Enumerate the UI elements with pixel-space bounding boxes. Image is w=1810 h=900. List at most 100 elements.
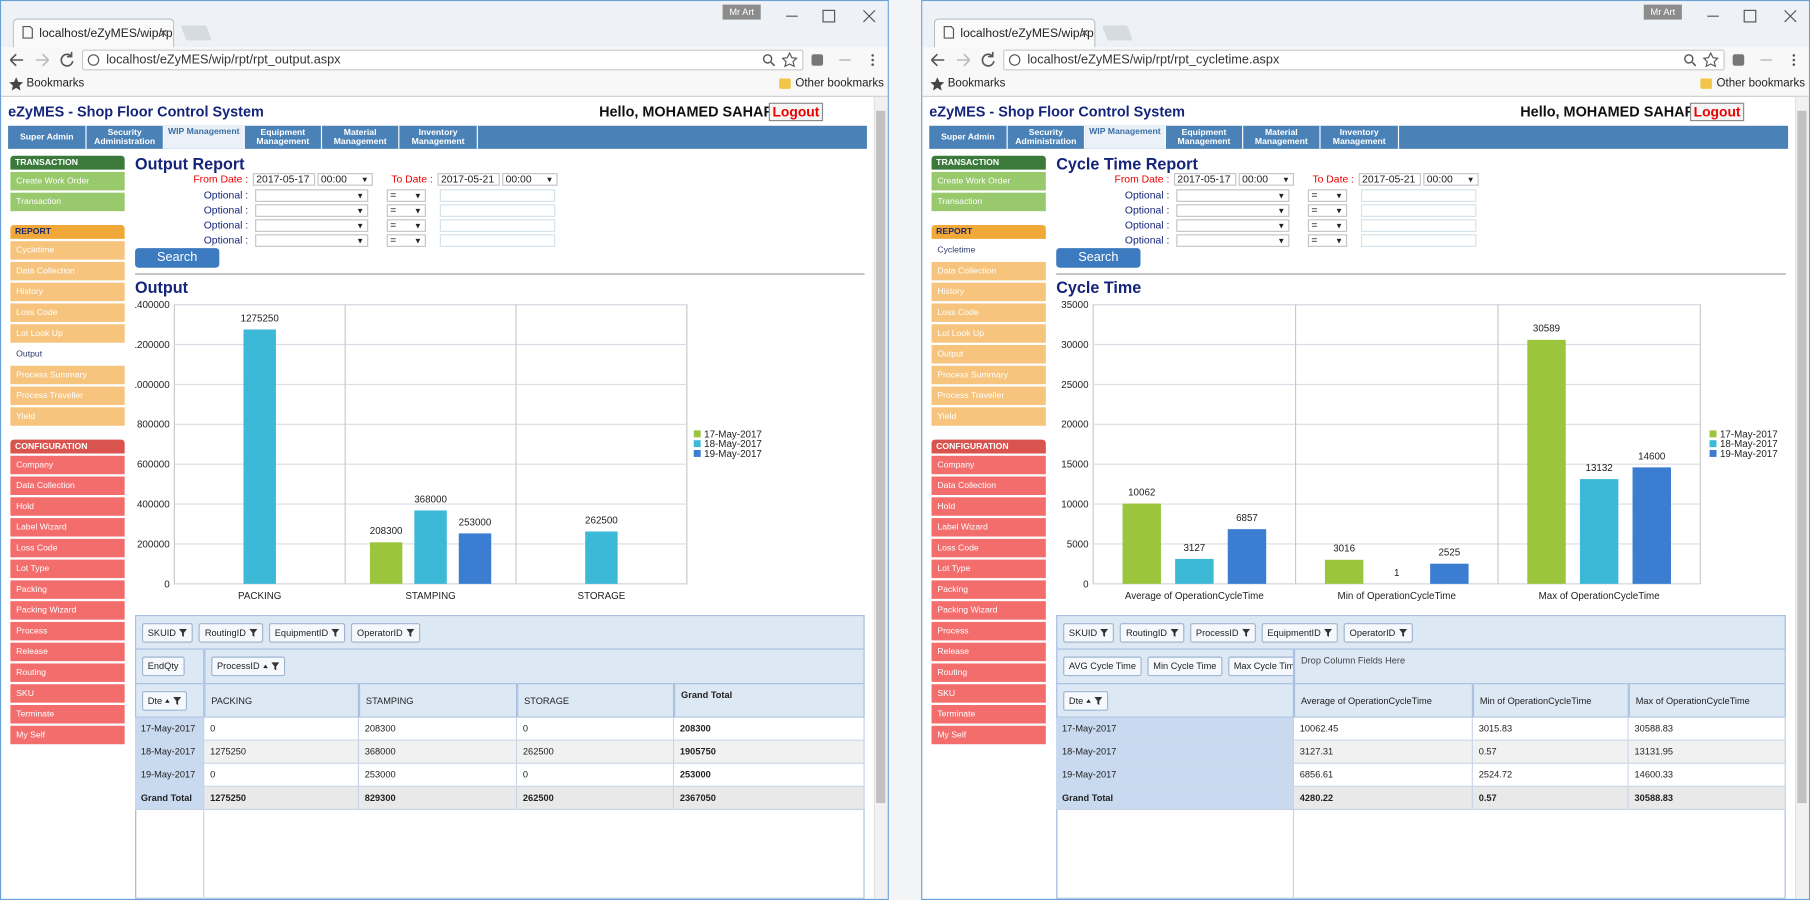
sidebar-item[interactable]: Hold: [10, 497, 125, 516]
nav-tab[interactable]: WIP Management: [163, 125, 245, 149]
sidebar-item[interactable]: Loss Code: [10, 303, 125, 322]
address-bar[interactable]: localhost/eZyMES/wip/rpt/rpt_cycletime.a…: [1003, 49, 1725, 71]
sidebar-item[interactable]: Process Summary: [931, 365, 1046, 385]
pivot-field-button[interactable]: RoutingID: [1120, 622, 1185, 643]
operator-select[interactable]: =: [1307, 189, 1348, 202]
sidebar-item[interactable]: Cycletime: [931, 241, 1046, 260]
pivot-field-button[interactable]: SKUID: [141, 622, 194, 643]
pivot-field-button[interactable]: Dte: [141, 690, 188, 711]
optional-value[interactable]: [439, 219, 556, 232]
nav-tab[interactable]: Inventory Management: [399, 125, 478, 149]
sidebar-item[interactable]: Packing: [10, 580, 125, 599]
sidebar-item[interactable]: Process: [10, 621, 125, 641]
nav-tab[interactable]: WIP Management: [1085, 125, 1166, 149]
sidebar-item[interactable]: Routing: [10, 663, 125, 682]
new-tab[interactable]: [1101, 25, 1133, 41]
sidebar-item[interactable]: Data Collection: [10, 261, 125, 281]
pivot-field-button[interactable]: ProcessID: [1190, 622, 1256, 643]
from-date[interactable]: 2017-05-17: [1173, 173, 1237, 186]
sidebar-item[interactable]: History: [10, 282, 125, 302]
pivot-field-button[interactable]: OperatorID: [1343, 622, 1413, 643]
other-bookmarks[interactable]: Other bookmarks: [795, 77, 884, 91]
sidebar-item[interactable]: Packing Wizard: [931, 601, 1046, 620]
operator-select[interactable]: =: [386, 219, 426, 232]
sidebar-item[interactable]: Company: [931, 455, 1046, 475]
sidebar-item[interactable]: Hold: [931, 497, 1046, 516]
pivot-field-button[interactable]: Dte: [1063, 690, 1109, 711]
nav-tab[interactable]: Equipment Management: [245, 125, 323, 149]
sidebar-item[interactable]: Create Work Order: [10, 171, 125, 191]
optional-value[interactable]: [439, 234, 556, 247]
pivot-field-button[interactable]: AVG Cycle Time: [1063, 656, 1142, 677]
sidebar-item[interactable]: SKU: [931, 684, 1046, 703]
address-bar[interactable]: localhost/eZyMES/wip/rpt/rpt_output.aspx: [81, 49, 804, 71]
sidebar-item[interactable]: Cycletime: [10, 241, 125, 260]
sidebar-item[interactable]: Output: [10, 345, 125, 364]
bookmarks-label[interactable]: Bookmarks: [947, 77, 1006, 91]
optional-value[interactable]: [1360, 234, 1477, 247]
nav-tab[interactable]: Security Administration: [87, 125, 164, 149]
operator-select[interactable]: =: [1307, 234, 1348, 247]
sidebar-item[interactable]: Yield: [931, 407, 1046, 426]
sidebar-item[interactable]: Loss Code: [10, 538, 125, 558]
sidebar-item[interactable]: Packing Wizard: [10, 601, 125, 620]
pivot-field-button[interactable]: ProcessID: [211, 656, 286, 677]
sidebar-item[interactable]: Create Work Order: [931, 171, 1046, 191]
sidebar-item[interactable]: Packing: [931, 580, 1046, 599]
optional-value[interactable]: [1360, 189, 1477, 202]
optional-field[interactable]: [1176, 219, 1290, 232]
operator-select[interactable]: =: [386, 204, 426, 217]
operator-select[interactable]: =: [1307, 219, 1348, 232]
sidebar-item[interactable]: SKU: [10, 684, 125, 703]
to-time[interactable]: 00:00: [502, 173, 558, 186]
sidebar-item[interactable]: Lot Look Up: [931, 324, 1046, 343]
sidebar-item[interactable]: Terminate: [10, 705, 125, 724]
nav-tab[interactable]: Material Management: [322, 125, 400, 149]
sidebar-item[interactable]: Label Wizard: [10, 518, 125, 537]
sidebar-item[interactable]: Lot Look Up: [10, 324, 125, 343]
pivot-field-button[interactable]: EquipmentID: [1261, 622, 1339, 643]
new-tab[interactable]: [180, 25, 212, 41]
sidebar-item[interactable]: Loss Code: [931, 303, 1046, 322]
to-date[interactable]: 2017-05-21: [1358, 173, 1421, 186]
pivot-field-button[interactable]: EquipmentID: [268, 622, 346, 643]
sidebar-item[interactable]: Process Traveller: [931, 386, 1046, 406]
sidebar-item[interactable]: Terminate: [931, 705, 1046, 724]
pivot-field-button[interactable]: Min Cycle Time: [1147, 656, 1223, 677]
logout-button[interactable]: Logout: [1689, 102, 1745, 122]
search-button[interactable]: Search: [135, 248, 220, 268]
sidebar-item[interactable]: Release: [10, 642, 125, 662]
sidebar-item[interactable]: History: [931, 282, 1046, 302]
pivot-field-button[interactable]: EndQty: [141, 656, 185, 677]
pivot-field-button[interactable]: OperatorID: [351, 622, 421, 643]
pivot-field-button[interactable]: RoutingID: [199, 622, 264, 643]
operator-select[interactable]: =: [1307, 204, 1348, 217]
from-time[interactable]: 00:00: [1238, 173, 1295, 186]
sidebar-item[interactable]: My Self: [931, 725, 1046, 745]
optional-field[interactable]: [255, 204, 369, 217]
nav-tab[interactable]: Security Administration: [1008, 125, 1086, 149]
sidebar-item[interactable]: Data Collection: [931, 261, 1046, 281]
operator-select[interactable]: =: [386, 189, 426, 202]
bookmarks-label[interactable]: Bookmarks: [26, 77, 85, 91]
sidebar-item[interactable]: Release: [931, 642, 1046, 662]
optional-field[interactable]: [255, 234, 369, 247]
optional-value[interactable]: [1360, 219, 1477, 232]
sidebar-item[interactable]: Process Traveller: [10, 386, 125, 406]
optional-field[interactable]: [255, 219, 369, 232]
pivot-field-button[interactable]: SKUID: [1063, 622, 1115, 643]
sidebar-item[interactable]: My Self: [10, 725, 125, 745]
optional-value[interactable]: [439, 189, 556, 202]
sidebar-item[interactable]: Yield: [10, 407, 125, 426]
to-date[interactable]: 2017-05-21: [437, 173, 500, 186]
sidebar-item[interactable]: Process: [931, 621, 1046, 641]
tab[interactable]: localhost/eZyMES/wip/rp: [933, 18, 1096, 49]
other-bookmarks[interactable]: Other bookmarks: [1716, 77, 1806, 91]
sidebar-item[interactable]: Transaction: [10, 192, 125, 212]
tab[interactable]: localhost/eZyMES/wip/rp: [12, 18, 175, 49]
operator-select[interactable]: =: [386, 234, 426, 247]
from-date[interactable]: 2017-05-17: [252, 173, 316, 186]
sidebar-item[interactable]: Output: [931, 345, 1046, 364]
sidebar-item[interactable]: Loss Code: [931, 538, 1046, 558]
optional-value[interactable]: [439, 204, 556, 217]
